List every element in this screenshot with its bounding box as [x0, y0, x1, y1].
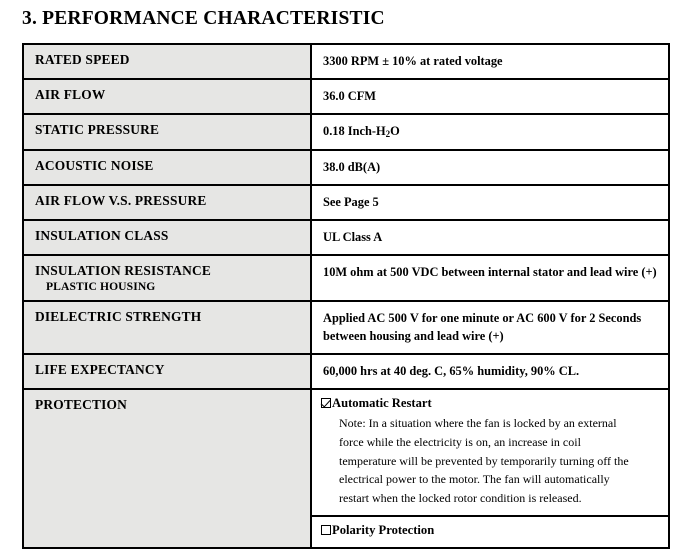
spec-label-cell: LIFE EXPECTANCY	[22, 352, 312, 390]
spec-value-static-pressure: 0.18 Inch-H2O	[312, 115, 668, 148]
table-row-polarity: Polarity Protection	[23, 515, 670, 549]
spec-value-cell: 10M ohm at 500 VDC between internal stat…	[310, 253, 670, 303]
spec-value-life-expectancy: 60,000 hrs at 40 deg. C, 65% humidity, 9…	[323, 363, 580, 378]
table-row: LIFE EXPECTANCY 60,000 hrs at 40 deg. C,…	[22, 352, 670, 390]
spec-label-insulation-class: INSULATION CLASS	[35, 227, 169, 243]
spec-label-insulation-resistance: INSULATION RESISTANCE PLASTIC HOUSING	[24, 256, 310, 300]
spec-value-acoustic-noise: 38.0 dB(A)	[323, 159, 381, 174]
spec-value-insulation-class: UL Class A	[323, 229, 383, 244]
performance-characteristic-table: RATED SPEED 3300 RPM ± 10% at rated volt…	[22, 42, 670, 549]
spec-label-cell: RATED SPEED	[22, 42, 312, 81]
table-row: AIR FLOW V.S. PRESSURE See Page 5	[22, 183, 670, 221]
protection-automatic-restart-heading-row: Automatic Restart	[321, 396, 658, 412]
spec-value-rated-speed: 3300 RPM ± 10% at rated voltage	[323, 54, 503, 68]
note-line: restart when the locked rotor condition …	[339, 490, 582, 505]
unchecked-checkbox-icon[interactable]	[321, 525, 331, 536]
protection-automatic-restart-cell: Automatic Restart Note: In a situation w…	[310, 387, 670, 518]
spec-label-air-flow: AIR FLOW	[35, 87, 106, 103]
static-pressure-suffix: O	[390, 124, 400, 139]
spec-value-cell: 0.18 Inch-H2O	[310, 113, 670, 151]
spec-value-cell: 36.0 CFM	[310, 78, 670, 116]
spec-label-cell: AIR FLOW V.S. PRESSURE	[22, 183, 312, 221]
table-row: DIELECTRIC STRENGTH Applied AC 500 V for…	[22, 300, 670, 355]
table-row: ACOUSTIC NOISE 38.0 dB(A)	[22, 148, 670, 186]
spec-value-air-flow: 36.0 CFM	[323, 89, 376, 104]
checked-checkbox-icon[interactable]	[321, 397, 331, 408]
spec-value-cell: 60,000 hrs at 40 deg. C, 65% humidity, 9…	[310, 352, 670, 390]
page-title: 3. PERFORMANCE CHARACTERISTIC	[22, 8, 385, 29]
protection-item-automatic-restart: Automatic Restart Note: In a situation w…	[312, 390, 668, 516]
spec-value-dielectric-strength: Applied AC 500 V for one minute or AC 60…	[323, 311, 642, 343]
spec-label-insulation-resistance-main: INSULATION RESISTANCE	[35, 262, 211, 278]
spec-value-cell: 3300 RPM ± 10% at rated voltage	[310, 42, 670, 81]
spec-value-cell: Applied AC 500 V for one minute or AC 60…	[310, 300, 670, 355]
static-pressure-subscript: 2	[385, 129, 391, 140]
note-line: electrical power to the motor. The fan w…	[339, 472, 610, 487]
table-body: RATED SPEED 3300 RPM ± 10% at rated volt…	[22, 42, 670, 549]
static-pressure-prefix: 0.18 Inch-H	[323, 124, 386, 139]
spec-label-cell: STATIC PRESSURE	[22, 113, 312, 151]
protection-automatic-restart-note: Note: In a situation where the fan is lo…	[339, 414, 658, 507]
spec-value-air-flow-vs-pressure: See Page 5	[323, 194, 379, 209]
spec-label-cell: PROTECTION	[22, 387, 312, 549]
table-row: AIR FLOW 36.0 CFM	[22, 78, 670, 116]
table-row: INSULATION CLASS UL Class A	[22, 218, 670, 256]
spec-label-cell: AIR FLOW	[22, 78, 312, 116]
spec-label-dielectric-strength: DIELECTRIC STRENGTH	[35, 309, 202, 325]
protection-polarity-label: Polarity Protection	[332, 523, 435, 538]
spec-label-air-flow-vs-pressure: AIR FLOW V.S. PRESSURE	[35, 192, 207, 208]
spec-label-cell: DIELECTRIC STRENGTH	[22, 300, 312, 355]
spec-label-cell: ACOUSTIC NOISE	[22, 148, 312, 186]
protection-polarity-heading-row: Polarity Protection	[321, 523, 658, 539]
spec-label-cell: INSULATION RESISTANCE PLASTIC HOUSING	[22, 253, 312, 303]
spec-label-rated-speed: RATED SPEED	[35, 52, 130, 67]
note-line: temperature will be prevented by tempora…	[339, 453, 629, 468]
protection-polarity-cell: Polarity Protection	[310, 515, 670, 549]
protection-automatic-restart-label: Automatic Restart	[332, 395, 432, 410]
note-line: Note: In a situation where the fan is lo…	[339, 416, 617, 431]
protection-item-polarity-protection: Polarity Protection	[312, 517, 668, 547]
table-row: STATIC PRESSURE 0.18 Inch-H2O	[22, 113, 670, 151]
spec-value-cell: 38.0 dB(A)	[310, 148, 670, 186]
spec-value-cell: UL Class A	[310, 218, 670, 256]
spec-label-life-expectancy: LIFE EXPECTANCY	[35, 361, 165, 377]
note-line: force while the electricity is on, an in…	[339, 435, 581, 450]
spec-label-cell: INSULATION CLASS	[22, 218, 312, 256]
table-row: RATED SPEED 3300 RPM ± 10% at rated volt…	[22, 42, 670, 81]
spec-value-insulation-resistance: 10M ohm at 500 VDC between internal stat…	[323, 264, 657, 279]
spec-label-acoustic-noise: ACOUSTIC NOISE	[35, 157, 154, 173]
table-row-protection: PROTECTION Automatic Restart Note: In a …	[22, 387, 670, 549]
spec-value-cell: See Page 5	[310, 183, 670, 221]
spec-label-protection: PROTECTION	[35, 396, 128, 412]
spec-label-static-pressure: STATIC PRESSURE	[35, 122, 160, 138]
spec-label-plastic-housing: PLASTIC HOUSING	[46, 279, 156, 293]
table-row: INSULATION RESISTANCE PLASTIC HOUSING 10…	[22, 253, 670, 303]
